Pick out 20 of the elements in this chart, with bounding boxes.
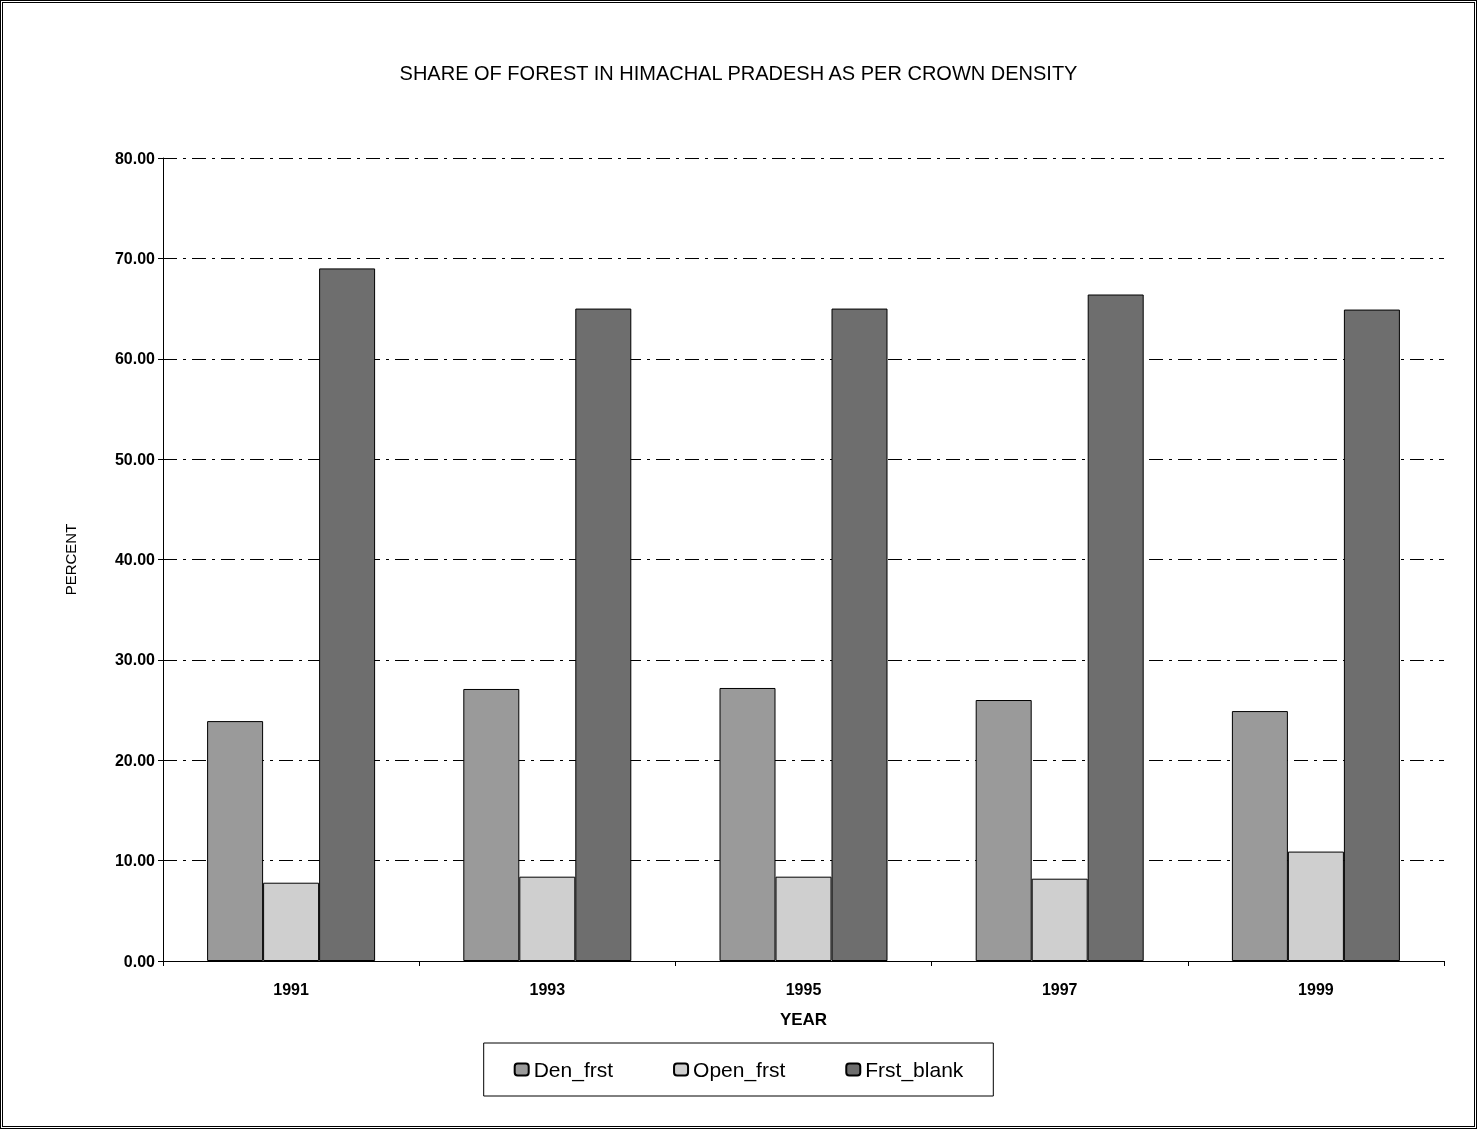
x-tick-label: 1997: [1041, 980, 1078, 998]
x-tick-label: 1993: [529, 980, 566, 998]
y-tick-label: 10.00: [114, 852, 156, 870]
y-tick-label: 0.00: [123, 952, 156, 970]
y-axis-title: PERCENT: [62, 523, 79, 596]
y-tick-label: 70.00: [114, 249, 156, 267]
y-tick-label: 50.00: [114, 450, 156, 468]
legend-label: Den_frst: [533, 1058, 614, 1082]
chart-title: SHARE OF FOREST IN HIMACHAL PRADESH AS PER CROWN DENSITY: [399, 62, 1078, 84]
legend-label: Open_frst: [693, 1058, 786, 1082]
x-tick-label: 1999: [1298, 980, 1334, 998]
y-tick-label: 40.00: [114, 551, 156, 568]
y-tick-label: 80.00: [114, 149, 156, 167]
legend-label: Frst_blank: [865, 1058, 964, 1082]
y-tick-label: 20.00: [114, 751, 156, 769]
x-tick-label: 1995: [785, 980, 822, 998]
y-tick-label: 60.00: [114, 350, 156, 368]
x-axis-title: YEAR: [779, 1010, 828, 1029]
y-tick-label: 30.00: [114, 651, 156, 669]
x-tick-label: 1991: [273, 980, 309, 998]
